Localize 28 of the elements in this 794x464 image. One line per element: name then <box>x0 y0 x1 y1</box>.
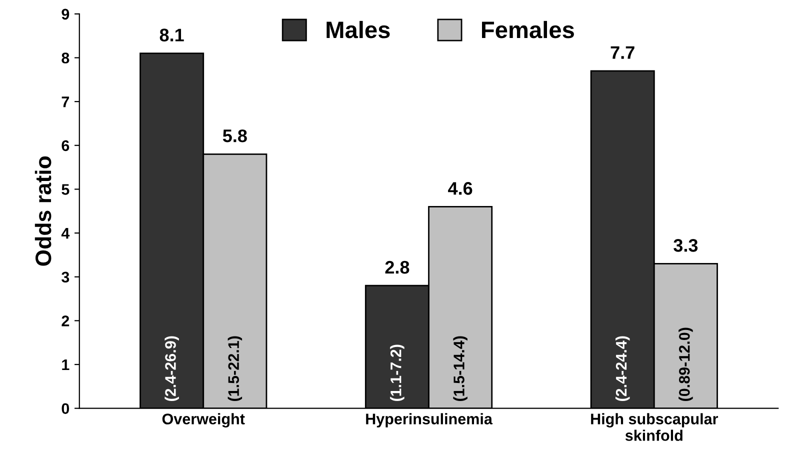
y-tick-label: 2 <box>62 316 70 326</box>
x-tick-label: Overweight <box>162 413 245 428</box>
data-label: 5.8 <box>222 129 247 142</box>
y-tick-label: 6 <box>62 140 70 152</box>
y-tick-label: 1 <box>62 360 70 370</box>
y-tick-label: 9 <box>62 8 70 20</box>
data-label: 3.3 <box>674 239 698 252</box>
data-label: 7.7 <box>610 46 634 59</box>
annotation: (2.4-26.9) <box>164 336 179 401</box>
y-tick-label: 5 <box>62 184 70 195</box>
annotation: (1.5-14.4) <box>453 336 468 401</box>
y-tick-label: 8 <box>62 52 70 64</box>
data-label: 4.6 <box>448 182 472 195</box>
x-tick-label: High subscapular skinfold <box>591 413 718 441</box>
x-tick-label: Hyperinsulinemia <box>366 413 493 428</box>
y-tick-label: 7 <box>62 96 70 108</box>
annotation: (0.89-12.0) <box>678 328 693 401</box>
data-label: 2.8 <box>385 260 410 274</box>
y-axis-title: Odds ratio <box>34 156 52 266</box>
legend-label: Females <box>482 20 574 38</box>
annotation: (1.1-7.2) <box>390 344 404 401</box>
annotation: (2.4-24.4) <box>615 336 630 401</box>
y-tick-label: 4 <box>61 228 70 239</box>
annotation: (1.5-22.1) <box>228 336 242 401</box>
data-label: 8.1 <box>160 28 184 42</box>
y-tick-label: 0 <box>62 403 70 414</box>
legend-label: Males <box>326 20 390 38</box>
y-tick-label: 3 <box>62 272 70 283</box>
